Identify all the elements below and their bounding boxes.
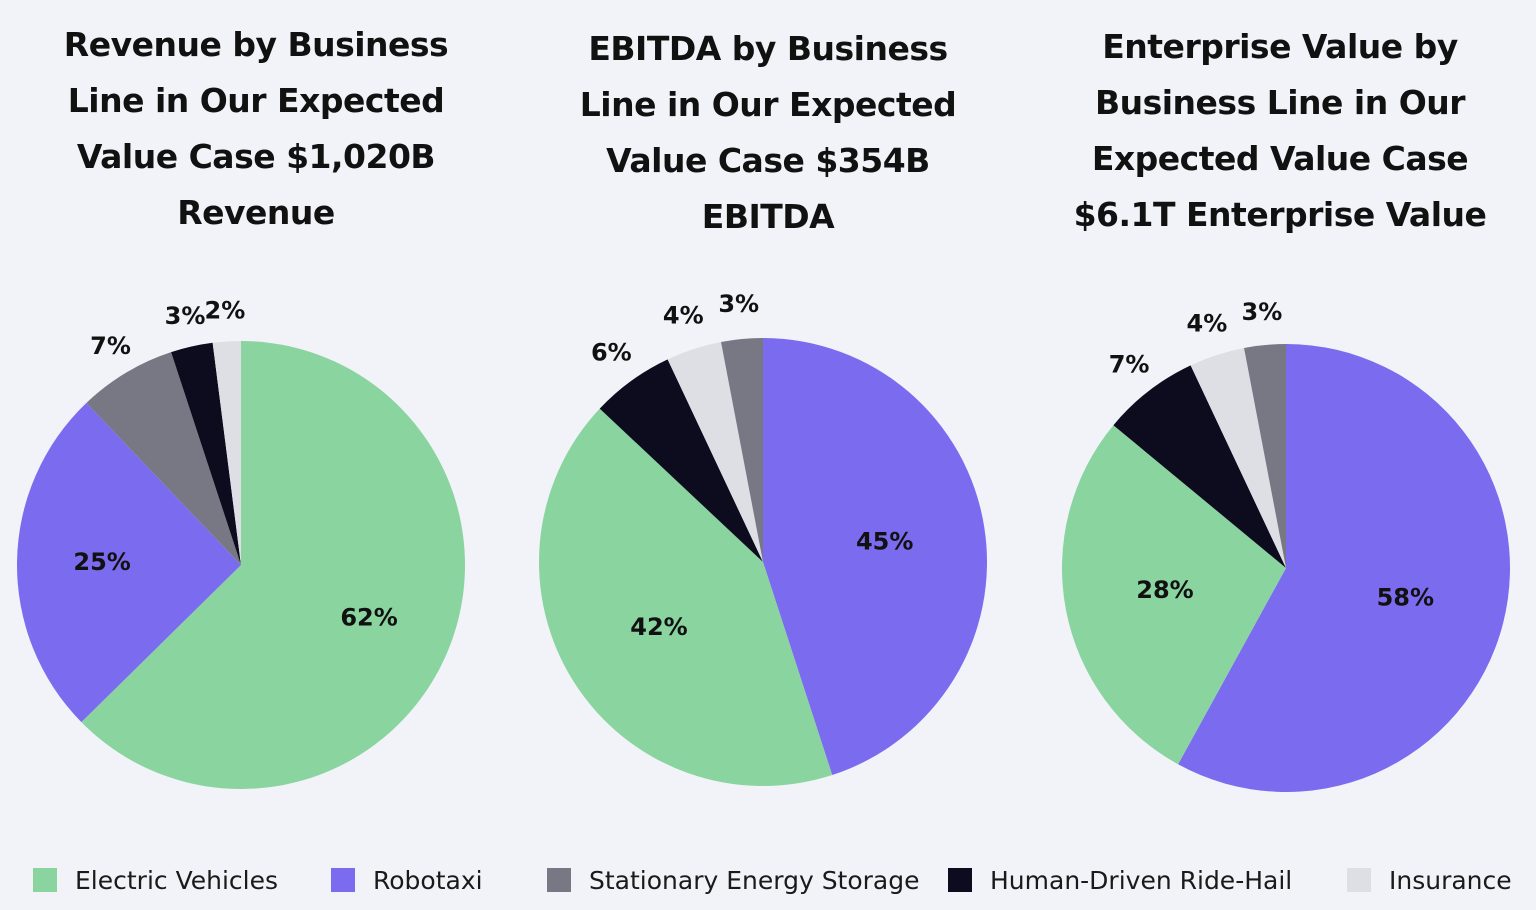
pie-slice-stationary-energy-storage bbox=[721, 338, 763, 562]
chart-title: Revenue by Business Line in Our Expected… bbox=[0, 17, 512, 241]
slice-label-electric-vehicles: 28% bbox=[1136, 576, 1193, 604]
legend-item-stationary-energy-storage: Stationary Energy Storage bbox=[547, 858, 920, 902]
chart-title-line-3: Value Case $354B bbox=[606, 141, 930, 180]
slice-label-insurance: 4% bbox=[1187, 310, 1228, 338]
legend-swatch bbox=[948, 868, 972, 892]
chart-title-line-1: EBITDA by Business bbox=[588, 29, 948, 68]
chart-title: Enterprise Value by Business Line in Our… bbox=[1024, 19, 1536, 243]
chart-title-line-4: Revenue bbox=[177, 193, 335, 232]
slice-label-electric-vehicles: 42% bbox=[630, 613, 687, 641]
slice-label-human-driven-ride-hail: 3% bbox=[165, 302, 206, 330]
chart-title-line-4: $6.1T Enterprise Value bbox=[1073, 195, 1487, 234]
slice-label-electric-vehicles: 62% bbox=[340, 604, 397, 632]
slice-label-stationary-energy-storage: 3% bbox=[1242, 298, 1283, 326]
legend-label: Stationary Energy Storage bbox=[589, 865, 920, 895]
enterprise-value-pie: 58% 28% 7% 4% 3% bbox=[1062, 298, 1510, 792]
legend-item-electric-vehicles: Electric Vehicles bbox=[33, 858, 278, 902]
chart-title-line-2: Line in Our Expected bbox=[579, 85, 957, 124]
pie-slice-stationary-energy-storage bbox=[86, 352, 241, 565]
pie-slice-electric-vehicles bbox=[81, 341, 465, 789]
legend-label: Human-Driven Ride-Hail bbox=[990, 865, 1293, 895]
chart-revenue: Revenue by Business Line in Our Expected… bbox=[0, 0, 512, 840]
chart-title-line-3: Value Case $1,020B bbox=[76, 137, 436, 176]
pie-slice-electric-vehicles bbox=[1062, 425, 1286, 765]
legend-label: Insurance bbox=[1389, 865, 1512, 895]
slice-label-robotaxi: 45% bbox=[856, 528, 913, 556]
slice-label-insurance: 4% bbox=[663, 302, 704, 330]
pie-slice-human-driven-ride-hail bbox=[599, 359, 763, 562]
slice-label-stationary-energy-storage: 3% bbox=[718, 290, 759, 318]
legend-item-human-driven-ride-hail: Human-Driven Ride-Hail bbox=[948, 858, 1292, 902]
chart-legend: Electric Vehicles Robotaxi Stationary En… bbox=[0, 858, 1536, 902]
pie-slice-insurance bbox=[667, 341, 763, 562]
slice-label-robotaxi: 58% bbox=[1377, 584, 1434, 612]
slice-label-stationary-energy-storage: 7% bbox=[90, 332, 131, 360]
pie-slice-human-driven-ride-hail bbox=[171, 342, 241, 565]
pie-slice-robotaxi bbox=[1178, 344, 1510, 792]
slice-label-insurance: 2% bbox=[205, 297, 246, 325]
pie-slice-insurance bbox=[212, 341, 241, 565]
pie-slice-electric-vehicles bbox=[538, 408, 833, 786]
revenue-pie: 62% 25% 7% 3% 2% bbox=[17, 297, 465, 789]
slice-label-robotaxi: 25% bbox=[73, 548, 130, 576]
chart-ebitda: EBITDA by Business Line in Our Expected … bbox=[512, 0, 1024, 840]
legend-label: Electric Vehicles bbox=[75, 865, 279, 895]
pie-slice-stationary-energy-storage bbox=[1244, 344, 1286, 568]
legend-swatch bbox=[547, 868, 571, 892]
slice-label-human-driven-ride-hail: 7% bbox=[1109, 351, 1150, 379]
chart-title: EBITDA by Business Line in Our Expected … bbox=[512, 21, 1024, 245]
pie-slice-human-driven-ride-hail bbox=[1113, 365, 1286, 568]
legend-item-insurance: Insurance bbox=[1347, 858, 1512, 902]
legend-label: Robotaxi bbox=[373, 865, 483, 895]
legend-swatch bbox=[1347, 868, 1371, 892]
chart-title-line-4: EBITDA bbox=[701, 197, 835, 236]
chart-title-line-2: Business Line in Our bbox=[1094, 83, 1466, 122]
slice-label-human-driven-ride-hail: 6% bbox=[591, 338, 632, 366]
legend-swatch bbox=[331, 868, 355, 892]
chart-title-line-2: Line in Our Expected bbox=[67, 81, 445, 120]
legend-swatch bbox=[33, 868, 57, 892]
legend-item-robotaxi: Robotaxi bbox=[331, 858, 483, 902]
chart-title-line-3: Expected Value Case bbox=[1091, 139, 1469, 178]
pie-slice-insurance bbox=[1190, 347, 1286, 568]
chart-title-line-1: Enterprise Value by bbox=[1102, 27, 1458, 66]
chart-title-line-1: Revenue by Business bbox=[63, 25, 449, 64]
ebitda-pie: 45% 42% 6% 4% 3% bbox=[538, 290, 987, 786]
pie-slice-robotaxi bbox=[17, 402, 242, 723]
pie-slice-robotaxi bbox=[763, 338, 987, 776]
chart-enterprise-value: Enterprise Value by Business Line in Our… bbox=[1024, 0, 1536, 840]
